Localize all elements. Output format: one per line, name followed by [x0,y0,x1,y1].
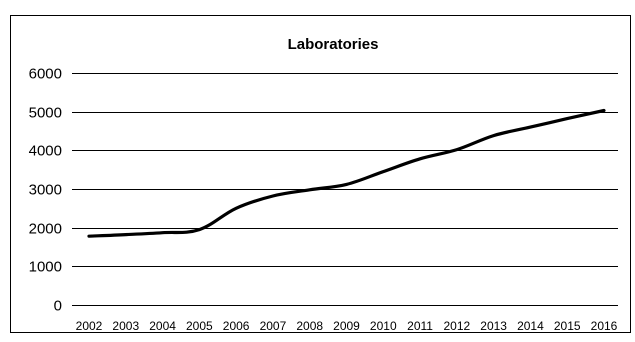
x-tick-label: 2009 [333,319,360,333]
x-tick-label: 2007 [260,319,287,333]
x-tick-label: 2006 [223,319,250,333]
y-tick-label: 3000 [29,182,62,199]
y-tick-label: 4000 [29,143,62,160]
series-layer [87,108,606,238]
y-tick-label: 1000 [29,259,62,276]
x-tick-label: 2003 [112,319,139,333]
x-tick-label: 2013 [480,319,507,333]
chart-frame [10,15,631,333]
x-tick-label: 2010 [370,319,397,333]
x-tick-label: 2016 [591,319,618,333]
x-axis-ticks: 2002 2003 2004 2005 2006 2007 2008 2009 2010 2011… [76,319,618,333]
x-tick-label: 2014 [517,319,544,333]
y-tick-label: 5000 [29,105,62,122]
chart-title: Laboratories [288,36,379,53]
series-line-0 [87,108,606,238]
x-tick-label: 2015 [554,319,581,333]
gridlines [72,73,618,306]
y-axis-ticks: 0 1000 2000 3000 4000 5000 6000 [29,66,62,315]
x-tick-label: 2005 [186,319,213,333]
x-tick-label: 2012 [444,319,471,333]
y-tick-label: 0 [54,298,62,315]
x-tick-label: 2008 [296,319,323,333]
y-tick-label: 2000 [29,221,62,238]
x-tick-label: 2002 [76,319,103,333]
y-tick-label: 6000 [29,66,62,83]
x-tick-label: 2004 [149,319,176,333]
x-tick-label: 2011 [407,319,433,333]
